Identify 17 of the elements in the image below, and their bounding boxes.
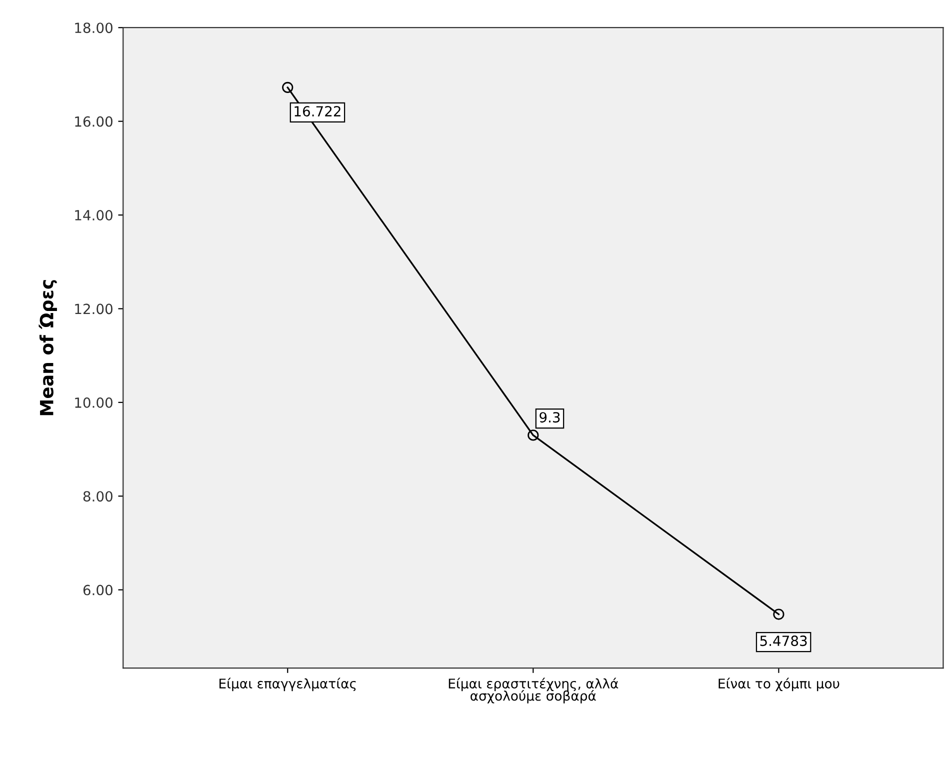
x-tick-label: Είναι το χόμπι μου [718,678,840,692]
data-label: 5.4783 [760,636,807,646]
y-tick-label: 10.00 [75,397,112,408]
y-tick-label: 6.00 [83,584,112,596]
y-tick-label: 16.00 [75,116,112,127]
point [528,430,539,441]
y-axis-title: Mean of Ώρες [38,280,57,416]
point [282,82,294,94]
data-label: 9.3 [540,412,560,423]
x-tick-label: Είμαι επαγγελματίας [220,678,356,692]
point [773,608,784,620]
data-label: 16.722 [294,106,340,117]
y-tick-label: 14.00 [75,210,112,220]
y-tick-label: 18.00 [75,22,112,34]
x-tick-label: Είμαι εραστιτέχνης, αλλά ασχολούμε σοβαρά [448,678,618,704]
y-tick-label: 8.00 [83,491,112,502]
y-tick-label: 12.00 [75,304,112,314]
